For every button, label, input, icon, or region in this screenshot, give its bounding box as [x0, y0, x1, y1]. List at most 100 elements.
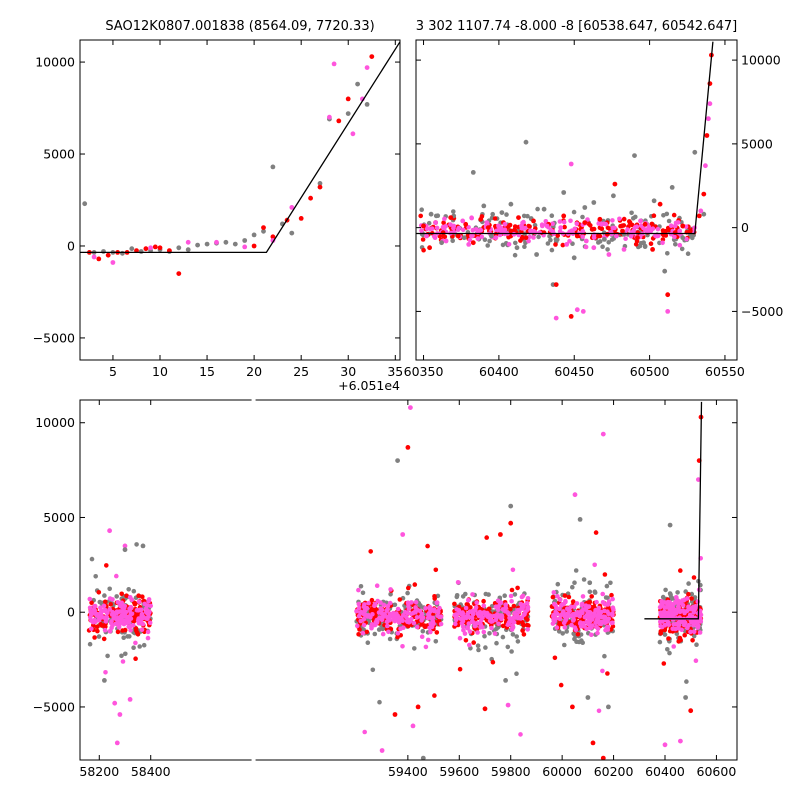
- data-point: [568, 218, 573, 224]
- data-point: [117, 712, 123, 717]
- data-point: [584, 613, 590, 618]
- x-tick-label: 10: [152, 364, 168, 379]
- data-point: [544, 223, 550, 229]
- data-point: [590, 623, 595, 628]
- data-point: [102, 678, 107, 683]
- data-point: [633, 242, 639, 247]
- data-point: [508, 606, 513, 612]
- data-point: [345, 96, 351, 102]
- data-point: [454, 613, 459, 619]
- data-point: [434, 600, 440, 606]
- data-point: [570, 704, 575, 710]
- data-point: [658, 629, 664, 634]
- data-point: [502, 221, 508, 227]
- data-point: [102, 615, 107, 620]
- data-point: [572, 580, 577, 585]
- data-point: [433, 220, 438, 226]
- data-point: [463, 221, 469, 227]
- data-point: [426, 220, 432, 226]
- data-point: [487, 238, 492, 244]
- data-point: [360, 630, 366, 636]
- data-point: [605, 602, 611, 607]
- data-point: [146, 597, 152, 602]
- data-point: [523, 139, 529, 145]
- data-point: [395, 606, 401, 612]
- data-point: [657, 639, 663, 645]
- data-point: [706, 116, 711, 122]
- data-point: [695, 599, 701, 604]
- data-point: [660, 613, 665, 618]
- data-point: [468, 605, 473, 610]
- data-point: [474, 600, 480, 605]
- data-point: [94, 624, 100, 630]
- data-point: [611, 193, 616, 199]
- data-point: [675, 220, 681, 225]
- data-point: [462, 631, 468, 636]
- data-point: [557, 597, 563, 602]
- data-point: [689, 591, 695, 597]
- data-point: [651, 198, 657, 204]
- data-point: [107, 528, 112, 534]
- data-point: [105, 653, 110, 659]
- data-point: [242, 244, 248, 250]
- data-point: [138, 249, 144, 254]
- data-point: [500, 634, 506, 640]
- data-point: [114, 594, 119, 599]
- data-point: [381, 602, 387, 608]
- data-point: [641, 225, 646, 231]
- data-point: [478, 622, 484, 628]
- data-point: [432, 608, 437, 614]
- axes-frame: [415, 39, 738, 361]
- data-point: [686, 581, 691, 586]
- data-point: [96, 634, 102, 639]
- data-point: [487, 631, 492, 636]
- data-point: [476, 613, 482, 619]
- data-point: [317, 184, 323, 190]
- data-point: [508, 503, 514, 509]
- data-point: [693, 658, 699, 663]
- data-point: [600, 591, 605, 597]
- data-point: [591, 245, 597, 251]
- data-point: [441, 220, 446, 225]
- data-point: [242, 238, 248, 243]
- data-point: [697, 630, 703, 635]
- data-point: [514, 245, 520, 251]
- data-point: [128, 628, 133, 633]
- data-point: [425, 637, 431, 643]
- data-point: [679, 246, 685, 252]
- data-point: [486, 592, 491, 597]
- data-point: [589, 632, 594, 638]
- data-point: [541, 206, 547, 212]
- data-point: [587, 580, 593, 585]
- data-point: [591, 235, 597, 240]
- data-point: [608, 580, 613, 586]
- data-point: [621, 247, 627, 252]
- data-point: [484, 220, 490, 226]
- data-point: [96, 590, 102, 595]
- data-point: [465, 626, 470, 631]
- data-point: [482, 237, 488, 242]
- data-point: [115, 600, 121, 605]
- data-point: [104, 563, 109, 568]
- x-tick-label: 60350: [404, 364, 444, 379]
- data-point: [327, 114, 332, 120]
- data-point: [107, 628, 113, 634]
- data-point: [509, 627, 515, 632]
- data-point: [434, 630, 440, 635]
- data-point: [460, 619, 466, 624]
- data-point: [632, 153, 637, 159]
- data-point: [374, 620, 380, 625]
- plot-area: [86, 401, 704, 760]
- data-point: [419, 228, 424, 233]
- data-point: [552, 601, 557, 607]
- data-point: [424, 233, 429, 239]
- data-point: [134, 612, 140, 617]
- data-point: [115, 629, 121, 635]
- data-point: [596, 611, 601, 617]
- data-point: [362, 729, 368, 735]
- data-point: [560, 242, 566, 248]
- data-point: [666, 636, 671, 641]
- data-point: [510, 567, 516, 573]
- data-point: [437, 614, 442, 620]
- data-point: [392, 612, 398, 618]
